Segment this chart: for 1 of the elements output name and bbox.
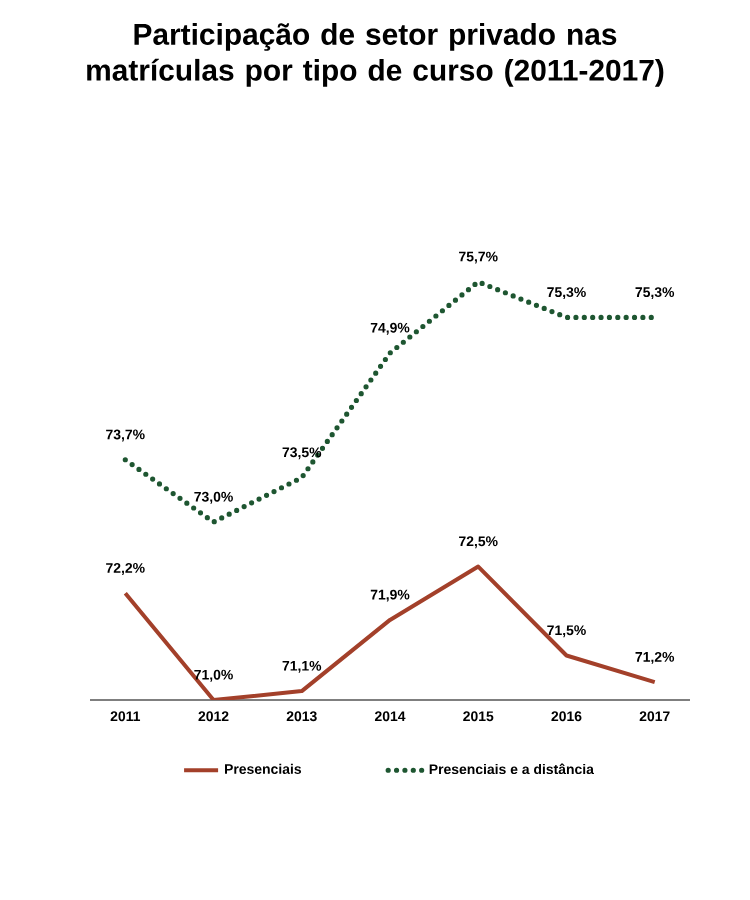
chart-title: Participação de setor privado nas matrículas por tipo de curso (2011-2017) — [87, 23, 664, 87]
